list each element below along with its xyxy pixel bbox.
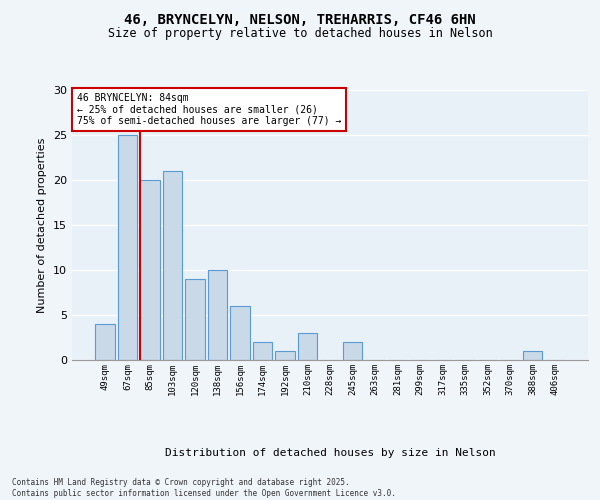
Bar xyxy=(523,351,542,360)
Bar xyxy=(185,279,205,360)
Text: 46 BRYNCELYN: 84sqm
← 25% of detached houses are smaller (26)
75% of semi-detach: 46 BRYNCELYN: 84sqm ← 25% of detached ho… xyxy=(77,92,341,126)
Text: Size of property relative to detached houses in Nelson: Size of property relative to detached ho… xyxy=(107,28,493,40)
Bar xyxy=(298,333,317,360)
Bar xyxy=(275,351,295,360)
Y-axis label: Number of detached properties: Number of detached properties xyxy=(37,138,47,312)
Bar xyxy=(343,342,362,360)
Bar xyxy=(208,270,227,360)
Text: 46, BRYNCELYN, NELSON, TREHARRIS, CF46 6HN: 46, BRYNCELYN, NELSON, TREHARRIS, CF46 6… xyxy=(124,12,476,26)
Bar xyxy=(163,171,182,360)
Bar xyxy=(253,342,272,360)
Text: Distribution of detached houses by size in Nelson: Distribution of detached houses by size … xyxy=(164,448,496,458)
Bar xyxy=(118,135,137,360)
Bar xyxy=(95,324,115,360)
Bar xyxy=(230,306,250,360)
Bar xyxy=(140,180,160,360)
Text: Contains HM Land Registry data © Crown copyright and database right 2025.
Contai: Contains HM Land Registry data © Crown c… xyxy=(12,478,396,498)
